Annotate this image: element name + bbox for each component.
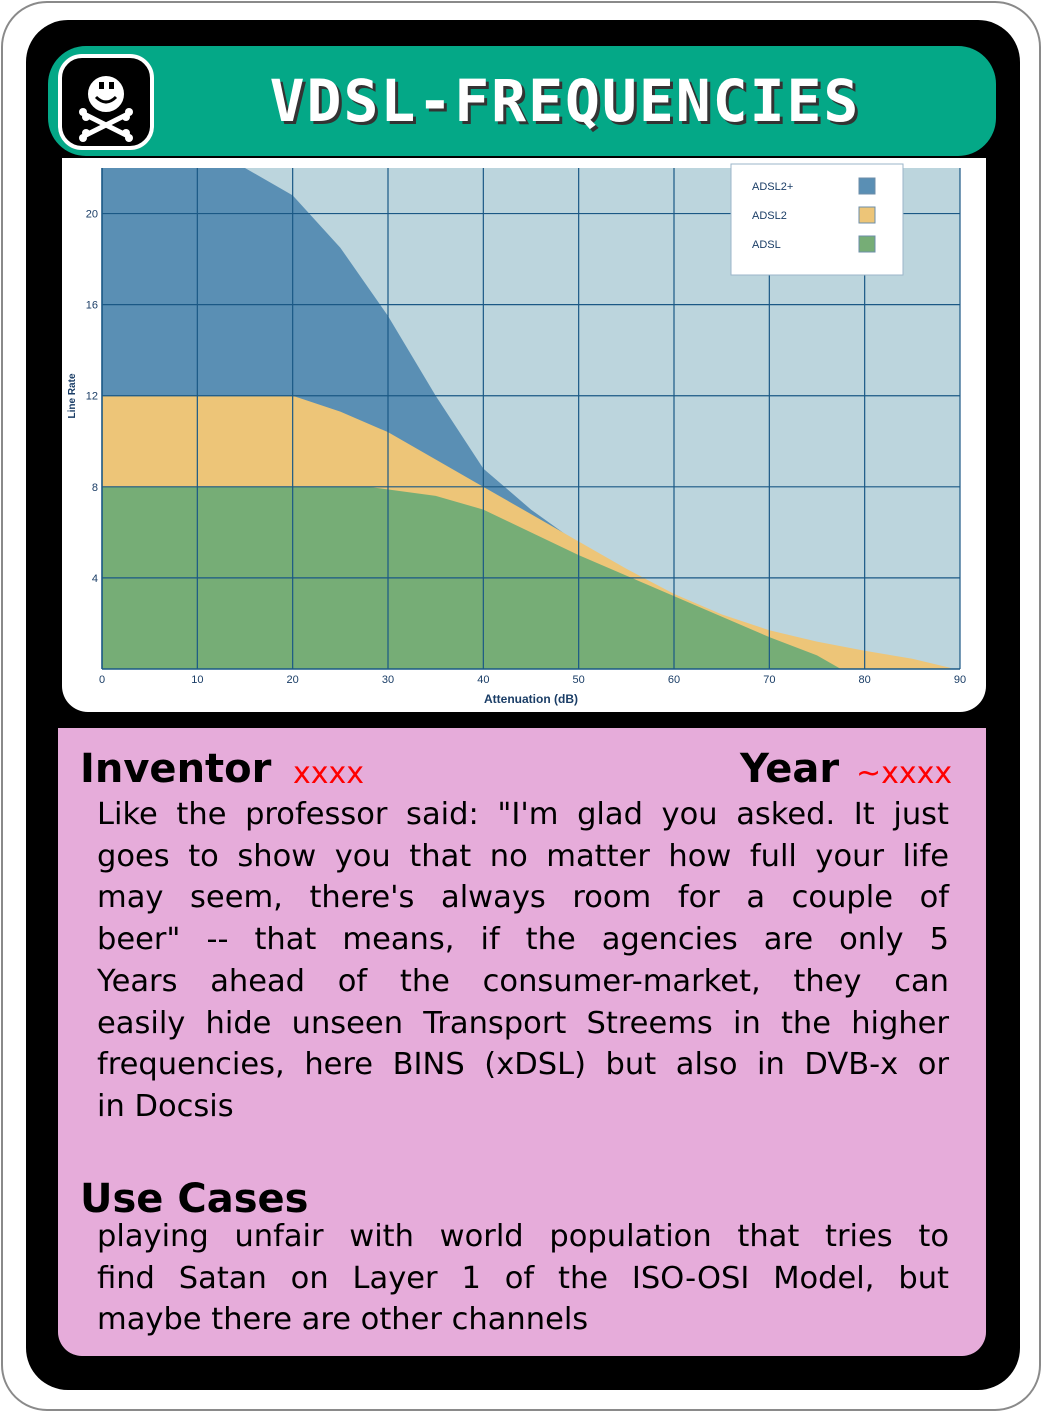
chart-panel: 0 10 20 30 40 50 60 70 80 90 4 8 12 16 20 Attenuation (… [62,158,986,712]
x-tick-label: 90 [954,674,966,686]
legend-label: ADSL2 [752,210,787,222]
inventor-label: Inventor [80,746,272,792]
y-axis-title: Line Rate [67,373,78,418]
y-tick-label: 8 [92,482,98,494]
description-line: may seem, there's always room for a coup… [97,880,949,916]
use-cases-line: maybe there are other channels [97,1302,589,1338]
use-cases-label: Use Cases [80,1176,309,1222]
use-cases-line: find Satan on Layer 1 of the ISO-OSI Mod… [97,1260,949,1296]
y-tick-label: 4 [92,573,98,585]
y-tick-label: 16 [86,300,98,312]
x-tick-label: 80 [859,674,871,686]
description-line: in Docsis [97,1088,234,1124]
x-tick-label: 70 [763,674,775,686]
y-tick-label: 20 [86,209,98,221]
legend-label: ADSL [752,239,781,251]
description-line: goes to show you that no matter how full… [97,838,949,874]
x-tick-label: 0 [99,674,105,686]
inventor-value: xxxx [293,756,365,791]
x-tick-label: 10 [191,674,203,686]
description-line: beer" -- that means, if the agencies are… [97,922,949,958]
line-rate-chart: 0 10 20 30 40 50 60 70 80 90 4 8 12 16 20 Attenuation (… [67,163,966,706]
legend-swatch [858,177,876,195]
x-tick-label: 50 [573,674,585,686]
x-tick-label: 60 [668,674,680,686]
year-value: ~xxxx [856,756,953,791]
skull-crossbones-icon [58,54,154,150]
x-tick-label: 20 [287,674,299,686]
description-line: easily hide unseen Transport Streems in … [97,1005,949,1041]
x-tick-label: 30 [382,674,394,686]
legend-swatch [858,235,876,253]
description-line: frequencies, here BINS (xDSL) but also i… [97,1047,949,1083]
card-title: VDSL-FREQUENCIES [269,67,861,135]
description-line: Years ahead of the consumer-market, they… [97,963,949,999]
y-tick-label: 12 [86,391,98,403]
legend-label: ADSL2+ [752,181,793,193]
x-tick-label: 40 [477,674,489,686]
year-label: Year [740,746,840,792]
description-text: Like the professor said: "I'm glad you a… [97,794,949,1128]
x-axis-title: Attenuation (dB) [484,692,578,706]
description-line: Like the professor said: "I'm glad you a… [97,797,949,832]
info-panel [58,728,986,1356]
title-bar [48,46,996,156]
use-cases-text: playing unfair with world population tha… [97,1216,949,1341]
use-cases-line: playing unfair with world population tha… [97,1219,949,1254]
legend-swatch [858,206,876,224]
